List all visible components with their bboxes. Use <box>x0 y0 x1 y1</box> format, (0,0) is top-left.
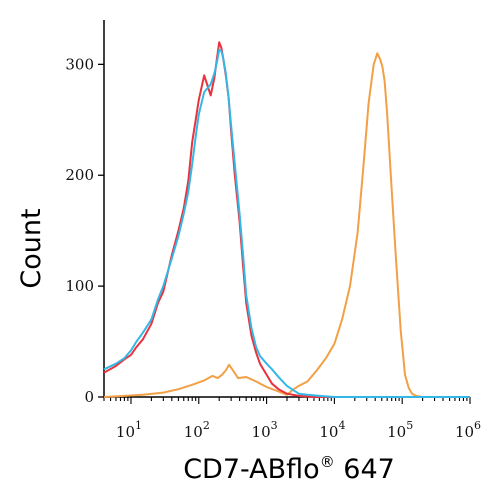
series-layer <box>103 41 470 398</box>
histogram-series-line-2 <box>103 41 470 398</box>
y-tick-label: 100 <box>65 277 94 295</box>
axes <box>103 20 470 398</box>
x-axis-title: CD7-ABflo® 647 <box>183 453 395 485</box>
x-tick-label: 102 <box>184 419 210 441</box>
x-axis-title-main: CD7-ABflo <box>183 454 320 485</box>
y-axis-title: Count <box>16 208 47 288</box>
y-tick-label: 200 <box>65 166 94 184</box>
x-tick-label: 106 <box>455 419 481 441</box>
x-axis-title-registered-mark: ® <box>320 453 335 471</box>
x-tick-label: 103 <box>252 419 278 441</box>
x-tick-label: 105 <box>387 419 413 441</box>
x-axis-title-suffix: 647 <box>335 454 395 485</box>
histogram-series-line-1 <box>103 52 470 398</box>
x-tick-label: 101 <box>116 419 142 441</box>
y-tick-label: 0 <box>84 388 94 406</box>
x-tick-label: 104 <box>319 419 345 441</box>
y-tick-label: 300 <box>65 55 94 73</box>
histogram-series-line-3 <box>103 48 470 398</box>
y-axis-ticks: 0 100 200 300 <box>65 55 104 406</box>
x-axis-ticks: 101 102 103 104 105 106 <box>103 397 481 441</box>
